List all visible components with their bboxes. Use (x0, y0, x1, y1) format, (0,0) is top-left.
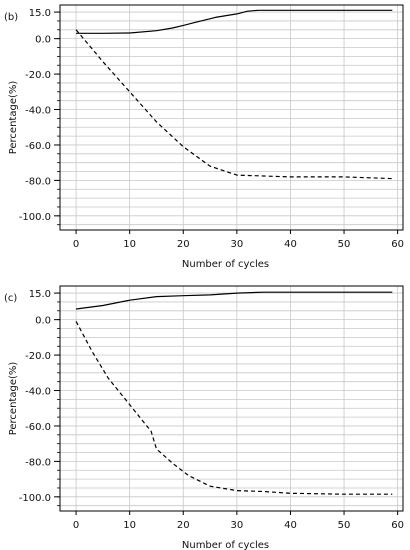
chart-panel-1: 15.0 0.0 -20.0 -40.0 -60.0 -80.0 -100.0 0 10 20 30… (4, 4, 404, 270)
x-tick-label: 30 (230, 520, 243, 531)
x-tick-label: 20 (177, 520, 190, 531)
y-tick-label: -20.0 (25, 351, 51, 362)
y-tick-label: -100.0 (19, 212, 51, 223)
y-tick-label: -40.0 (25, 106, 51, 117)
y-tick-label: 0.0 (35, 35, 51, 46)
x-tick-label: 10 (123, 520, 136, 531)
series-line-solid (76, 9, 393, 34)
y-axis-label: Percentage(%) (8, 362, 19, 436)
x-tick-label: 30 (230, 239, 243, 250)
x-tick-label: 10 (123, 239, 136, 250)
series-line-solid (76, 291, 393, 310)
plot-frame (59, 285, 404, 512)
x-axis-label: Number of cycles (182, 540, 269, 550)
x-tick-label: 40 (284, 239, 297, 250)
x-tick-label: 20 (177, 239, 190, 250)
plot-frame (59, 4, 404, 231)
x-tick-label: 0 (73, 239, 79, 250)
y-axis-label: Percentage(%) (8, 81, 19, 155)
y-tick-label: 15.0 (29, 8, 51, 19)
y-tick-label: -20.0 (25, 70, 51, 81)
panel-label: (c) (4, 293, 17, 304)
y-tick-label: 0.0 (35, 316, 51, 327)
series-line-dashed (75, 29, 393, 180)
y-tick-label: 15.0 (29, 289, 51, 300)
x-axis-label: Number of cycles (182, 259, 269, 270)
y-tick-label: -60.0 (25, 141, 51, 152)
series-line-dashed (75, 321, 393, 495)
y-tick-label: -40.0 (25, 387, 51, 398)
y-tick-label: -60.0 (25, 422, 51, 433)
x-tick-label: 50 (338, 239, 351, 250)
x-tick-label: 40 (284, 520, 297, 531)
panel-label: (b) (4, 12, 18, 23)
x-tick-label: 50 (338, 520, 351, 531)
y-tick-label: -80.0 (25, 457, 51, 468)
y-tick-label: -100.0 (19, 493, 51, 504)
x-tick-label: 60 (391, 239, 404, 250)
chart-panel-2: 15.0 0.0 -20.0 -40.0 -60.0 -80.0 -100.0 0 10 20 30… (4, 285, 404, 550)
x-tick-label: 60 (391, 520, 404, 531)
y-tick-label: -80.0 (25, 176, 51, 187)
x-tick-label: 0 (73, 520, 79, 531)
